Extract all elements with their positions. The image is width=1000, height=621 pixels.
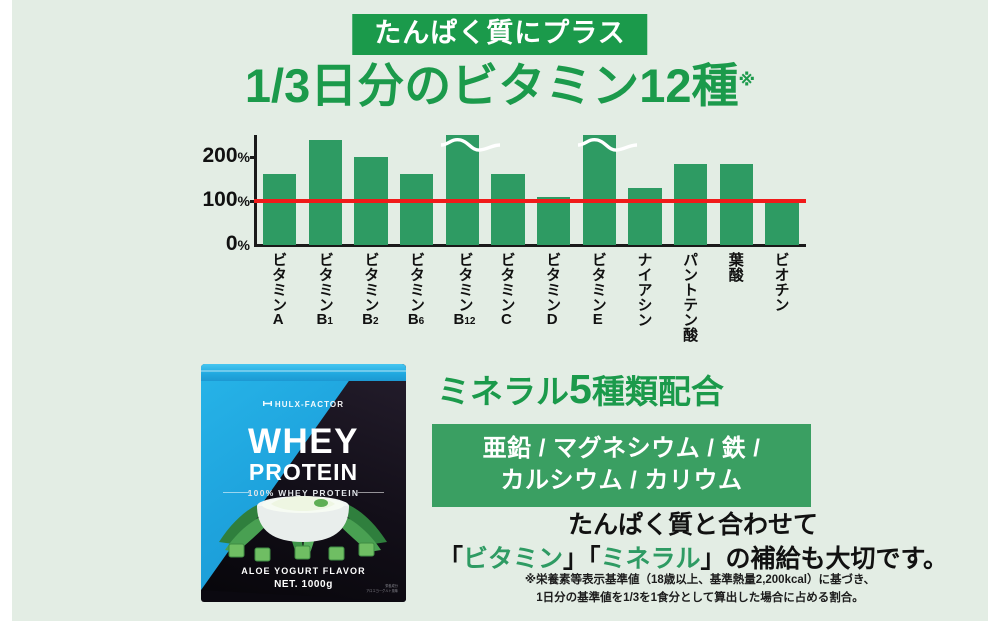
package-net-weight: NET. 1000g <box>274 579 333 590</box>
package-body: HULX-FACTOR WHEY PROTEIN 100% WHEY PROTE… <box>201 364 406 602</box>
x-label-葉酸: 葉酸 <box>726 252 744 282</box>
closing-tail: の補給も大切です。 <box>725 544 949 573</box>
x-label-ビタミンD: ビタミンD <box>544 252 562 328</box>
mineral-title-pre: ミネラル <box>437 373 569 410</box>
aloe-yogurt-illustration <box>219 496 387 562</box>
closing-statement: たんぱく質と合わせて 「ビタミン」「ミネラル」の補給も大切です。 <box>433 509 953 576</box>
y-tick-mark-100 <box>250 200 257 203</box>
bar-葉酸 <box>719 163 754 245</box>
bar-ビタミンB6 <box>400 173 434 245</box>
x-label-ビタミンB2: ビタミンB2 <box>362 252 380 328</box>
page-title-text: 1/3日分のビタミン12種 <box>244 59 739 112</box>
bar-ビオチン <box>765 201 799 245</box>
chart-x-tick-labels: ビタミンA ビタミンB1 ビタミンB2 ビタミンB6 ビタミンB12 ビタミンC ビタミンD… <box>257 252 805 362</box>
mineral-section-title: ミネラル5種類配合 <box>437 369 724 410</box>
mineral-title-count: 5 <box>569 366 592 412</box>
closing-bracket-open-2: 「 <box>587 544 601 573</box>
content-panel <box>12 0 988 621</box>
page-title: 1/3日分のビタミン12種※ <box>245 62 755 109</box>
package-tagline: 100% WHEY PROTEIN <box>247 488 360 498</box>
bar-ビタミンC <box>491 173 525 245</box>
bar-パントテン酸 <box>674 163 708 245</box>
package-title-whey: WHEY <box>248 422 359 461</box>
x-label-ビタミンC: ビタミンC <box>498 252 516 328</box>
mineral-list-line2: カルシウム / カリウム <box>500 466 743 494</box>
bar-ビタミンA <box>263 173 297 245</box>
y-tick-mark-200 <box>250 156 257 159</box>
x-label-ナイアシン: ナイアシン <box>635 252 653 327</box>
package-micro-text: 栄養成分 アロエヨーグルト風味 <box>366 584 398 594</box>
bar-ビタミンD <box>537 197 571 245</box>
mineral-title-post: 種類配合 <box>591 373 724 410</box>
closing-bracket-close-1: 」 <box>562 544 588 573</box>
package-rule-left <box>223 492 249 493</box>
bar-ビタミンB12 <box>445 135 480 245</box>
package-micro-line1: 栄養成分 <box>385 584 398 589</box>
package-rule-right <box>358 492 384 493</box>
y-tick-label-100: 100% <box>202 188 251 211</box>
brand-logo-text: HULX-FACTOR <box>274 400 345 409</box>
footnote-line1: ※栄養素等表示基準値（18歳以上、基準熱量2,200kcal）に基づき、 <box>524 574 876 586</box>
y-tick-label-200: 200% <box>202 144 251 167</box>
bar-ナイアシン <box>628 187 662 245</box>
chart-y-axis <box>254 135 257 247</box>
package-micro-line2: アロエヨーグルト風味 <box>366 589 398 594</box>
chart-bars <box>257 135 805 245</box>
bar-ビタミンE <box>582 135 617 245</box>
x-label-ビタミンA: ビタミンA <box>270 252 288 328</box>
package-top-seal <box>201 364 406 381</box>
vitamin-bar-chart: 0% 100% 200% ビタミンA ビタミンB1 ビタミンB2 ビタミンB6 ビタミンB1… <box>0 130 1000 360</box>
chart-x-axis <box>254 244 806 247</box>
package-title-protein: PROTEIN <box>248 459 359 485</box>
footnote: ※栄養素等表示基準値（18歳以上、基準熱量2,200kcal）に基づき、 1日分… <box>430 572 970 608</box>
header-badge-label: たんぱく質にプラス <box>374 18 626 48</box>
footnote-line2: 1日分の基準値を1/3を1食分として算出した場合に占める割合。 <box>536 591 864 604</box>
x-label-ビタミンB12: ビタミンB12 <box>453 252 476 328</box>
x-label-ビタミンB6: ビタミンB6 <box>407 252 426 328</box>
closing-line2: 「ビタミン」「ミネラル」の補給も大切です。 <box>433 543 953 577</box>
x-label-ビオチン: ビオチン <box>772 252 790 312</box>
closing-bracket-close-2: 」 <box>700 544 726 573</box>
x-label-パントテン酸: パントテン酸 <box>681 252 699 342</box>
mineral-list-box: 亜鉛 / マグネシウム / 鉄 / カルシウム / カリウム <box>432 424 811 508</box>
chart-reference-line-100 <box>254 199 806 203</box>
page-title-asterisk: ※ <box>738 70 756 90</box>
brand-logo: HULX-FACTOR <box>201 400 406 409</box>
package-flavor: ALOE YOGURT FLAVOR <box>241 566 366 576</box>
closing-bracket-open-1: 「 <box>437 544 463 573</box>
x-label-ビタミンB1: ビタミンB1 <box>316 252 334 328</box>
bar-ビタミンB1 <box>308 140 343 245</box>
closing-keyword-vitamin: ビタミン <box>462 544 563 573</box>
x-label-ビタミンE: ビタミンE <box>589 252 607 328</box>
mineral-list-line1: 亜鉛 / マグネシウム / 鉄 / <box>482 435 761 462</box>
product-package: HULX-FACTOR WHEY PROTEIN 100% WHEY PROTE… <box>201 364 406 602</box>
y-tick-label-0: 0% <box>225 232 250 255</box>
closing-keyword-mineral: ミネラル <box>600 544 701 573</box>
closing-line1: たんぱく質と合わせて <box>567 511 818 539</box>
header-badge: たんぱく質にプラス <box>352 14 648 55</box>
dumbbell-icon <box>262 400 272 409</box>
